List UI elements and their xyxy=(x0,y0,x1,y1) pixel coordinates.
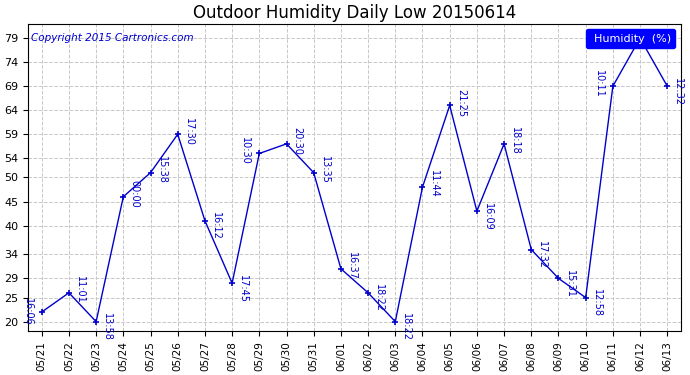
Text: 11:01: 11:01 xyxy=(75,276,85,304)
Text: 11:44: 11:44 xyxy=(428,170,439,198)
Text: Copyright 2015 Cartronics.com: Copyright 2015 Cartronics.com xyxy=(32,33,194,43)
Text: 16:06: 16:06 xyxy=(23,298,33,326)
Text: 17:45: 17:45 xyxy=(238,275,248,303)
Text: 17:32: 17:32 xyxy=(538,241,547,269)
Text: 12:58: 12:58 xyxy=(592,289,602,317)
Text: 16:12: 16:12 xyxy=(211,212,221,240)
Text: 10:30: 10:30 xyxy=(240,137,250,165)
Text: 13:58: 13:58 xyxy=(102,313,112,341)
Text: 18:22: 18:22 xyxy=(374,284,384,312)
Text: 13:35: 13:35 xyxy=(320,156,330,184)
Text: 21:25: 21:25 xyxy=(456,88,466,117)
Title: Outdoor Humidity Daily Low 20150614: Outdoor Humidity Daily Low 20150614 xyxy=(193,4,516,22)
Text: 16:37: 16:37 xyxy=(347,252,357,280)
Text: 18:22: 18:22 xyxy=(402,313,411,341)
Text: 12:32: 12:32 xyxy=(673,78,683,106)
Text: 20:30: 20:30 xyxy=(293,127,303,155)
Text: 16:09: 16:09 xyxy=(483,203,493,231)
Legend: Humidity  (%): Humidity (%) xyxy=(586,29,676,48)
Text: 18:18: 18:18 xyxy=(510,127,520,155)
Text: 00:00: 00:00 xyxy=(130,180,139,208)
Text: 10:11: 10:11 xyxy=(594,69,604,97)
Text: 15:38: 15:38 xyxy=(157,156,167,184)
Text: 15:31: 15:31 xyxy=(564,270,575,298)
Text: 17:30: 17:30 xyxy=(184,117,194,146)
